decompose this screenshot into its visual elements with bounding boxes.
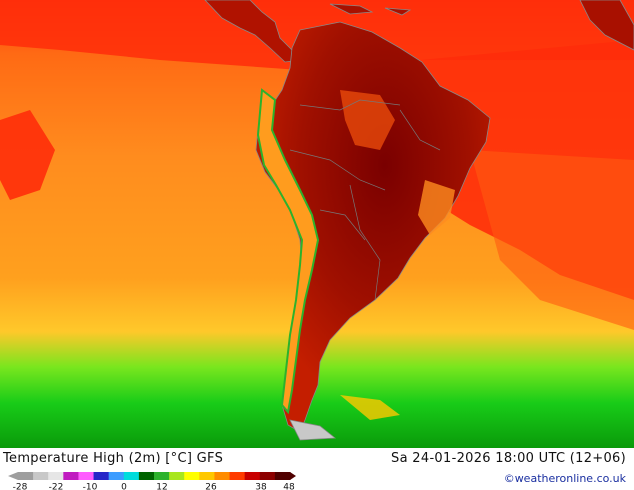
colorbar-segment xyxy=(154,472,170,480)
map-footer: Temperature High (2m) [°C] GFS Sa 24-01-… xyxy=(0,448,634,490)
country-borders xyxy=(289,99,441,301)
pacific-hot-patch xyxy=(0,110,55,200)
colorbar-right-arrow xyxy=(290,472,296,480)
south-america-land xyxy=(255,21,491,433)
amazon-cool-patch xyxy=(340,90,395,150)
colorbar-segment xyxy=(93,472,110,480)
tierra-del-fuego xyxy=(289,419,337,441)
colorbar-segment xyxy=(123,472,140,480)
atlantic-warm-zone xyxy=(470,150,634,330)
colorbar-tick-label: 0 xyxy=(121,483,127,490)
colorbar-segment xyxy=(63,472,79,480)
colorbar-segment xyxy=(244,472,261,480)
temperature-map xyxy=(0,0,634,448)
colorbar-segment xyxy=(78,472,95,480)
colorbar-tick-label: -10 xyxy=(83,483,98,490)
colorbar-tick-label: 12 xyxy=(156,483,167,490)
colorbar-segment xyxy=(259,472,276,480)
colorbar-segment xyxy=(138,472,155,480)
colorbar-segment xyxy=(18,472,34,480)
colorbar-left-arrow xyxy=(8,472,18,480)
colorbar-segment xyxy=(33,472,49,480)
forecast-datetime: Sa 24-01-2026 18:00 UTC (12+06) xyxy=(391,451,626,466)
color-legend: -28 -22 -10 0 12 26 38 48 xyxy=(8,472,296,490)
colorbar-segment xyxy=(274,472,291,480)
caribbean-islands xyxy=(329,0,634,51)
map-title: Temperature High (2m) [°C] GFS xyxy=(3,451,224,466)
colorbar-segment xyxy=(214,472,231,480)
colorbar-segment xyxy=(48,472,64,480)
colorbar-segment xyxy=(108,472,125,480)
patagonia-shelf xyxy=(340,395,400,420)
andes-cool-strip xyxy=(256,88,320,415)
colorbar-tick-label: 38 xyxy=(255,483,267,490)
colorbar-segment xyxy=(184,472,200,480)
colorbar-segment xyxy=(169,472,185,480)
colorbar-tick-label: 26 xyxy=(205,483,217,490)
colorbar-segment xyxy=(229,472,246,480)
colorbar-tick-label: 48 xyxy=(283,483,295,490)
credit-link[interactable]: ©weatheronline.co.uk xyxy=(503,472,626,485)
colorbar-segment xyxy=(199,472,215,480)
colorbar-tick-label: -28 xyxy=(13,483,28,490)
highlands-cool-patch xyxy=(418,180,455,235)
colorbar-tick-label: -22 xyxy=(49,483,64,490)
